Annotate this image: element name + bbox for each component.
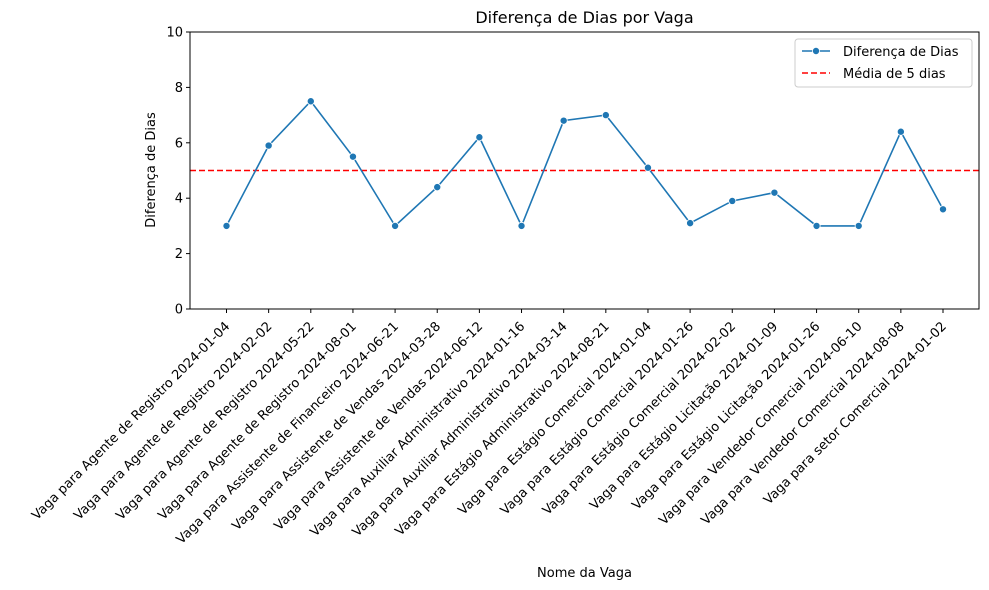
data-point xyxy=(728,196,737,205)
data-point xyxy=(854,221,863,230)
y-tick-label: 4 xyxy=(175,192,183,207)
x-axis-label: Nome da Vaga xyxy=(537,566,632,581)
legend-box xyxy=(794,38,973,88)
data-point xyxy=(391,221,400,230)
data-point xyxy=(896,127,905,136)
y-tick-label: 8 xyxy=(175,81,183,96)
legend-mean-label: Média de 5 dias xyxy=(843,67,946,82)
y-axis-label: Diferença de Dias xyxy=(144,112,159,228)
data-point xyxy=(770,188,779,197)
series-line xyxy=(225,100,944,228)
y-tick-label: 10 xyxy=(166,26,183,41)
data-point xyxy=(559,116,568,125)
x-tick-label: Vaga para Estágio Comercial 2024-01-26 xyxy=(498,319,697,518)
x-tick-label: Vaga para Estágio Comercial 2024-02-02 xyxy=(540,319,739,518)
x-tick-label: Vaga para Vendedor Comercial 2024-08-08 xyxy=(699,319,908,528)
data-point xyxy=(601,111,610,120)
legend-series-label: Diferença de Dias xyxy=(843,45,959,60)
data-point xyxy=(812,221,821,230)
y-tick-label: 0 xyxy=(175,303,183,318)
data-point xyxy=(222,221,231,230)
legend-series-marker xyxy=(812,47,821,56)
data-point xyxy=(643,163,652,172)
data-point xyxy=(517,221,526,230)
data-point xyxy=(306,97,315,106)
x-tick-label: Vaga para Estágio Comercial 2024-01-04 xyxy=(456,319,655,518)
x-tick-label: Vaga para Agente de Registro 2024-08-01 xyxy=(156,319,360,523)
x-tick-label: Vaga para Agente de Registro 2024-02-02 xyxy=(71,319,275,523)
y-axis: 0 2 4 6 8 10 xyxy=(166,26,190,318)
data-point xyxy=(939,205,948,214)
x-axis: Vaga para Agente de Registro 2024-01-04V… xyxy=(29,309,950,547)
data-point xyxy=(433,183,442,192)
data-point xyxy=(264,141,273,150)
data-point xyxy=(475,133,484,142)
legend: Diferença de Dias Média de 5 dias xyxy=(794,38,973,88)
data-point xyxy=(348,152,357,161)
data-point xyxy=(686,219,695,228)
x-tick-label: Vaga para Agente de Registro 2024-01-04 xyxy=(29,319,233,523)
x-tick-label: Vaga para Agente de Registro 2024-05-22 xyxy=(113,319,317,523)
y-tick-label: 6 xyxy=(175,136,183,151)
chart-title: Diferença de Dias por Vaga xyxy=(475,8,693,27)
plot-area xyxy=(190,97,979,230)
plot-frame xyxy=(189,31,980,310)
y-tick-label: 2 xyxy=(175,247,183,262)
